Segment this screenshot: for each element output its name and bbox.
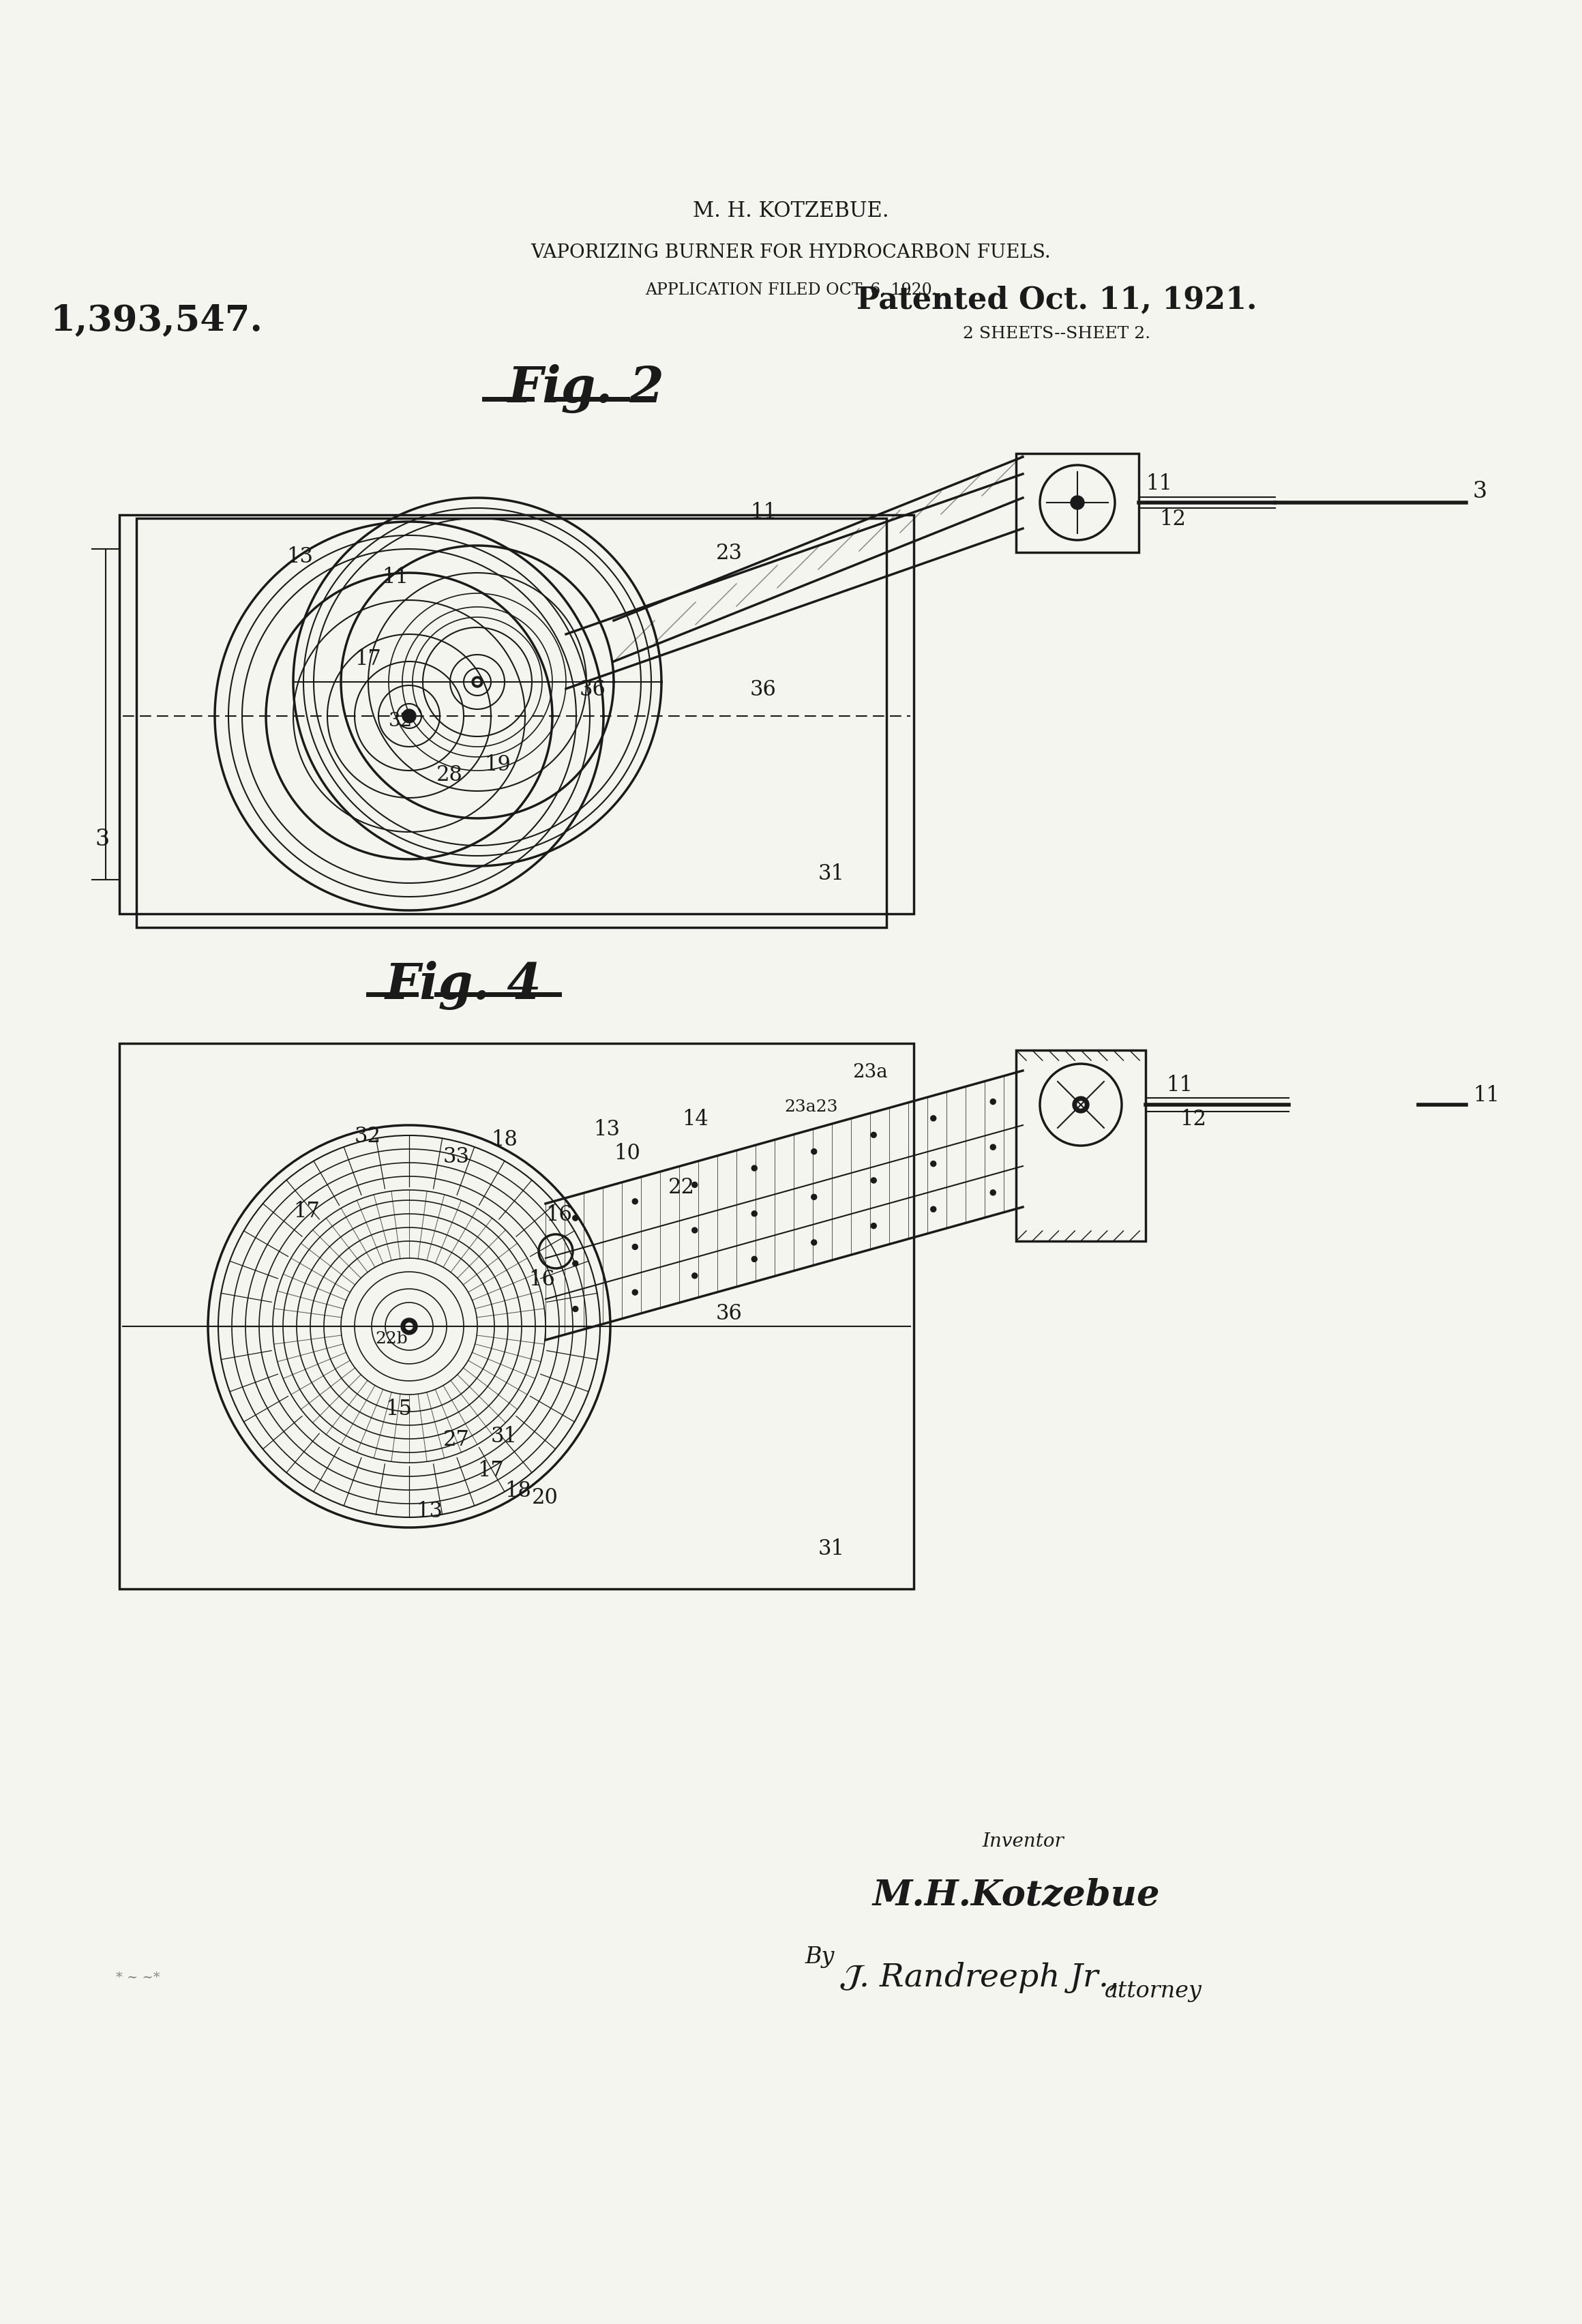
Circle shape — [633, 1243, 638, 1250]
Text: 27: 27 — [443, 1429, 470, 1450]
Text: 13: 13 — [286, 546, 313, 567]
Text: 23a: 23a — [853, 1062, 888, 1081]
Text: 11: 11 — [1166, 1074, 1193, 1097]
Text: 36: 36 — [579, 679, 606, 700]
Text: M. H. KOTZEBUE.: M. H. KOTZEBUE. — [693, 200, 889, 223]
Text: 11: 11 — [750, 502, 777, 523]
Circle shape — [990, 1099, 995, 1104]
Text: 3: 3 — [95, 830, 111, 851]
Circle shape — [751, 1257, 758, 1262]
Circle shape — [573, 1215, 577, 1220]
Bar — [119, 1043, 914, 1590]
Text: 16: 16 — [546, 1204, 573, 1225]
Text: 22: 22 — [668, 1176, 694, 1199]
Text: 23: 23 — [717, 544, 742, 565]
Text: 17: 17 — [478, 1459, 503, 1480]
Circle shape — [402, 709, 416, 723]
Text: 36: 36 — [717, 1304, 742, 1325]
Circle shape — [990, 1190, 995, 1195]
Circle shape — [930, 1162, 937, 1167]
Text: 11: 11 — [381, 567, 408, 588]
Text: 17: 17 — [354, 648, 381, 669]
Text: * ~ ~*: * ~ ~* — [115, 1971, 160, 1985]
Circle shape — [930, 1116, 937, 1120]
Circle shape — [400, 1318, 418, 1334]
Circle shape — [633, 1290, 638, 1294]
Circle shape — [990, 1143, 995, 1150]
Text: 18: 18 — [490, 1129, 517, 1150]
Text: Patented Oct. 11, 1921.: Patented Oct. 11, 1921. — [856, 286, 1258, 314]
Text: 17: 17 — [293, 1202, 320, 1222]
Circle shape — [691, 1227, 698, 1234]
Text: 31: 31 — [490, 1427, 517, 1448]
Text: $\mathcal{J}$. Randreeph Jr.,: $\mathcal{J}$. Randreeph Jr., — [838, 1961, 1117, 1994]
Text: 13: 13 — [416, 1501, 443, 1522]
Circle shape — [691, 1274, 698, 1278]
Text: 14: 14 — [682, 1109, 709, 1129]
Text: 19: 19 — [484, 755, 511, 776]
Text: 11: 11 — [1473, 1085, 1500, 1106]
Circle shape — [633, 1199, 638, 1204]
Bar — [1016, 1050, 1145, 1241]
Text: 13: 13 — [593, 1120, 620, 1141]
Text: APPLICATION FILED OCT. 6, 1920.: APPLICATION FILED OCT. 6, 1920. — [645, 281, 937, 297]
Text: 15: 15 — [386, 1399, 411, 1420]
Text: 32: 32 — [389, 711, 413, 730]
Text: 22b: 22b — [375, 1332, 408, 1348]
Bar — [119, 516, 914, 913]
Text: Fig. 2: Fig. 2 — [508, 365, 664, 414]
Text: 36: 36 — [750, 679, 777, 700]
Circle shape — [872, 1222, 876, 1229]
Text: 1,393,547.: 1,393,547. — [51, 302, 263, 337]
Circle shape — [872, 1178, 876, 1183]
Text: 23a23: 23a23 — [785, 1099, 838, 1116]
Text: Inventor: Inventor — [982, 1831, 1063, 1850]
Circle shape — [1071, 495, 1084, 509]
Circle shape — [573, 1306, 577, 1311]
Text: attorney: attorney — [1104, 1980, 1202, 2003]
Circle shape — [691, 1183, 698, 1188]
Text: 28: 28 — [437, 765, 464, 786]
Text: M.H.Kotzebue: M.H.Kotzebue — [873, 1878, 1160, 1913]
Circle shape — [405, 1322, 413, 1329]
Circle shape — [573, 1260, 577, 1267]
Text: 18: 18 — [505, 1480, 532, 1501]
Bar — [136, 518, 886, 927]
Text: 10: 10 — [614, 1143, 641, 1164]
Text: 3: 3 — [1473, 481, 1487, 502]
Text: VAPORIZING BURNER FOR HYDROCARBON FUELS.: VAPORIZING BURNER FOR HYDROCARBON FUELS. — [532, 244, 1050, 263]
Text: Fig. 4: Fig. 4 — [386, 960, 543, 1011]
Circle shape — [812, 1148, 816, 1155]
Circle shape — [930, 1206, 937, 1211]
Text: 16: 16 — [528, 1269, 555, 1290]
Circle shape — [812, 1195, 816, 1199]
Circle shape — [751, 1164, 758, 1171]
Text: 2 SHEETS--SHEET 2.: 2 SHEETS--SHEET 2. — [963, 325, 1150, 342]
Circle shape — [1073, 1097, 1088, 1113]
Circle shape — [872, 1132, 876, 1139]
Circle shape — [812, 1239, 816, 1246]
Text: 31: 31 — [818, 1538, 845, 1559]
Circle shape — [475, 679, 479, 686]
Text: By: By — [805, 1945, 834, 1968]
Circle shape — [1077, 1102, 1084, 1109]
Circle shape — [751, 1211, 758, 1215]
Text: 33: 33 — [443, 1146, 470, 1167]
Text: 12: 12 — [1160, 509, 1186, 530]
Text: 32: 32 — [354, 1125, 381, 1148]
Bar — [1016, 453, 1139, 553]
Circle shape — [471, 676, 483, 688]
Text: 12: 12 — [1180, 1109, 1205, 1129]
Text: 20: 20 — [532, 1487, 558, 1508]
Text: 31: 31 — [818, 862, 845, 885]
Text: 11: 11 — [1145, 474, 1172, 495]
